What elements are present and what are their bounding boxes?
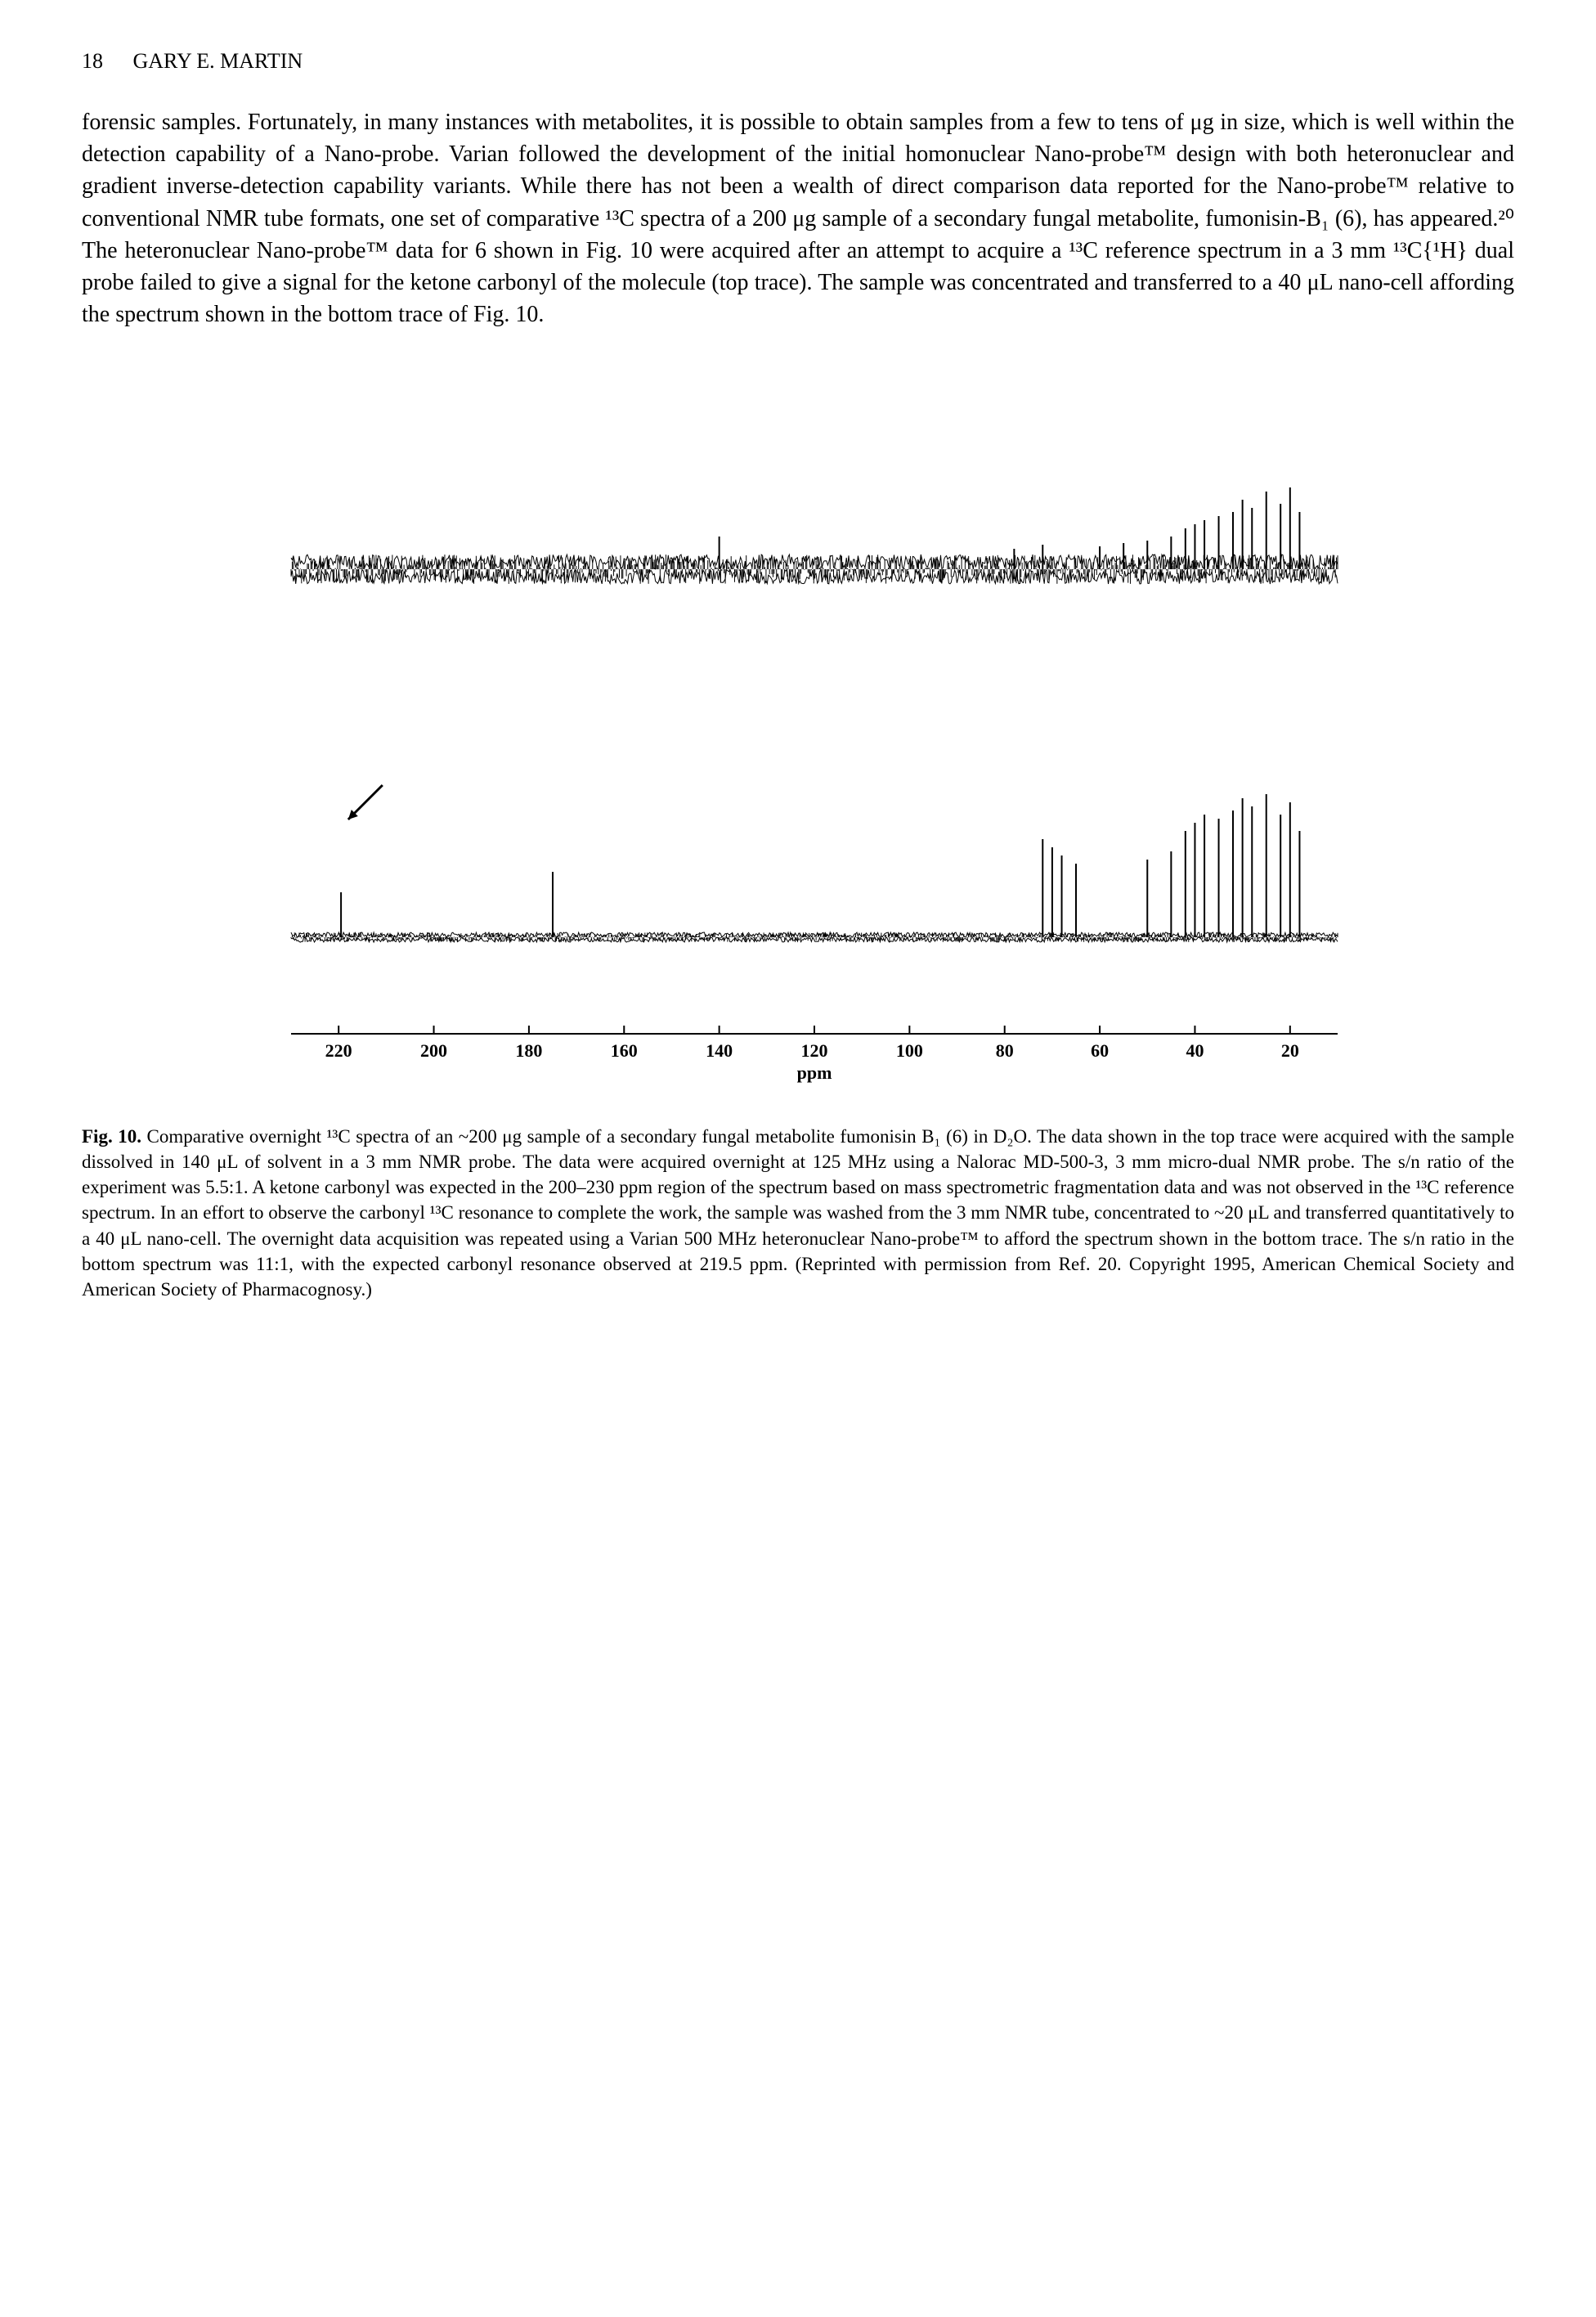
svg-text:160: 160 bbox=[611, 1040, 638, 1061]
page-header: 18 GARY E. MARTIN bbox=[82, 49, 1514, 74]
author-name: GARY E. MARTIN bbox=[133, 49, 303, 74]
svg-text:120: 120 bbox=[801, 1040, 828, 1061]
page-number: 18 bbox=[82, 49, 103, 74]
svg-text:180: 180 bbox=[515, 1040, 542, 1061]
svg-text:220: 220 bbox=[325, 1040, 352, 1061]
caption-text: Comparative overnight ¹³C spectra of an … bbox=[82, 1126, 1514, 1299]
svg-text:200: 200 bbox=[420, 1040, 447, 1061]
svg-text:140: 140 bbox=[706, 1040, 733, 1061]
svg-text:80: 80 bbox=[996, 1040, 1014, 1061]
figure-label: Fig. 10. bbox=[82, 1126, 141, 1147]
figure-caption: Fig. 10. Comparative overnight ¹³C spect… bbox=[82, 1124, 1514, 1301]
svg-text:100: 100 bbox=[896, 1040, 923, 1061]
svg-text:40: 40 bbox=[1186, 1040, 1204, 1061]
nmr-spectrum-figure: 220 200 180 160 140 120 100 80 60 40 20 ppm bbox=[226, 363, 1370, 1099]
svg-text:20: 20 bbox=[1281, 1040, 1299, 1061]
svg-text:60: 60 bbox=[1091, 1040, 1109, 1061]
figure-container: 220 200 180 160 140 120 100 80 60 40 20 ppm bbox=[82, 363, 1514, 1099]
svg-text:ppm: ppm bbox=[797, 1062, 832, 1083]
body-paragraph: forensic samples. Fortunately, in many i… bbox=[82, 106, 1514, 330]
